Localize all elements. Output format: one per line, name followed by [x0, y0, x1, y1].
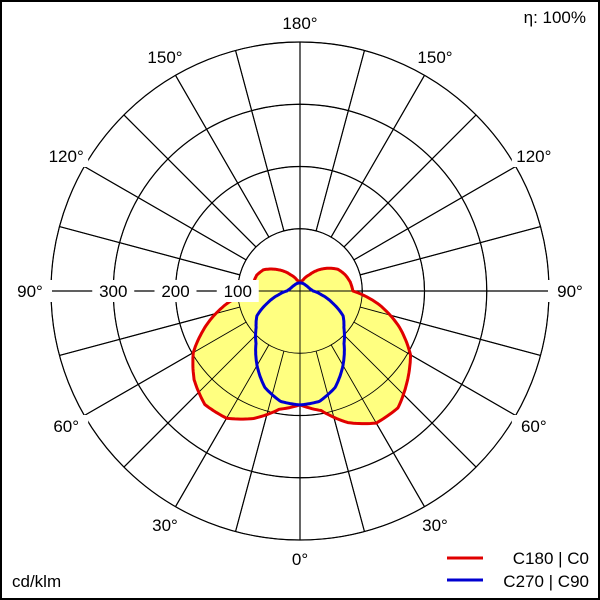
angle-label: 30°	[152, 516, 178, 535]
legend-label-c180-c0: C180 | C0	[513, 549, 589, 568]
grid-spoke-60	[353, 321, 516, 416]
grid-spoke-105	[360, 226, 541, 276]
legend-label-c270-c90: C270 | C90	[503, 572, 589, 591]
angle-label-bg	[413, 513, 457, 536]
angle-label-bg	[511, 145, 556, 167]
grid-spoke-30	[330, 344, 425, 507]
grid-spoke-45	[343, 334, 477, 468]
tick-label-bg	[92, 280, 135, 302]
grid-spoke-135	[343, 114, 477, 248]
angle-label: 180°	[282, 14, 317, 33]
grid-spoke-105	[59, 226, 240, 276]
angle-label-bg	[44, 145, 89, 167]
radial-tick-label: 100	[224, 282, 252, 301]
grid-spoke-165	[235, 50, 285, 231]
angle-label: 150°	[417, 48, 452, 67]
grid-spoke-165	[315, 50, 365, 231]
angle-label: 90°	[17, 282, 43, 301]
angle-label-bg	[278, 12, 322, 34]
series-fill-0	[192, 268, 411, 424]
grid-spoke-150	[330, 75, 425, 238]
grid-spoke-150	[175, 75, 270, 238]
tick-label-bg	[154, 280, 197, 302]
radial-tick-label: 200	[161, 282, 189, 301]
series-line-c270-c90	[254, 281, 346, 407]
angle-label-bg	[44, 415, 89, 437]
efficiency-label: η: 100%	[524, 8, 586, 27]
angle-label: 120°	[516, 147, 551, 166]
angle-label-bg	[511, 415, 556, 437]
unit-label: cd/klm	[12, 572, 61, 591]
grid-spoke-120	[84, 166, 247, 261]
angle-label: 120°	[49, 147, 84, 166]
labels: 100 200 300 180° 150° 150° 120° 120° 90° 90° 60° 60…	[8, 12, 592, 570]
grid-overlay	[50, 41, 550, 541]
grid-spoke-15	[235, 351, 285, 532]
angle-label-bg	[548, 280, 592, 302]
curves	[192, 268, 411, 424]
angle-label: 30°	[422, 516, 448, 535]
angle-label: 150°	[147, 48, 182, 67]
radial-tick-label: 300	[99, 282, 127, 301]
angle-label: 60°	[53, 417, 79, 436]
angle-label-bg	[143, 46, 187, 69]
tick-label-bg	[216, 280, 259, 302]
angle-label: 90°	[557, 282, 583, 301]
angle-label: 0°	[292, 550, 308, 569]
angle-label-bg	[8, 280, 52, 302]
grid-spoke-45	[123, 334, 257, 468]
grid-spoke-75	[59, 306, 240, 356]
grid-spoke-60	[84, 321, 247, 416]
angle-label-bg	[413, 46, 457, 69]
grid-spoke-135	[123, 114, 257, 248]
angle-label-bg	[278, 548, 322, 570]
angle-label: 60°	[521, 417, 547, 436]
grid-spoke-120	[353, 166, 516, 261]
angle-label-bg	[143, 513, 187, 536]
grid-spoke-15	[315, 351, 365, 532]
grid-spoke-30	[175, 344, 270, 507]
